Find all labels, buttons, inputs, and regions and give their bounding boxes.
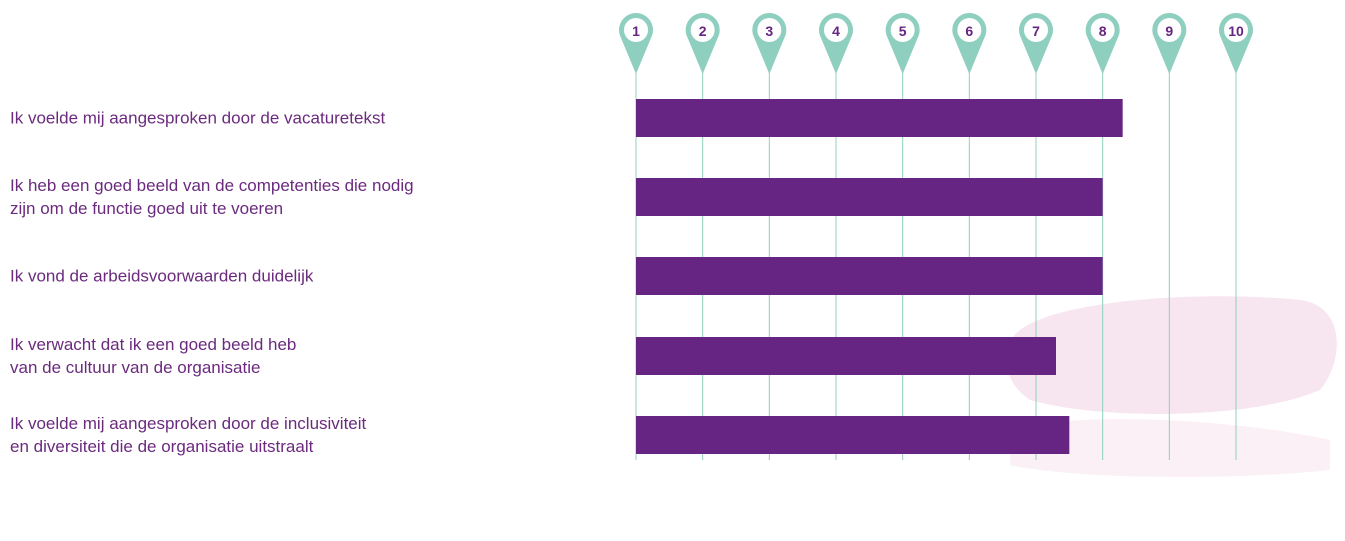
pins: 1 2 3 4 5 6 7 8 9 10 <box>619 12 1254 74</box>
pin-center <box>890 18 915 42</box>
pin-center <box>1090 18 1115 42</box>
x-tick-label: 1 <box>632 23 640 39</box>
category-label: Ik voelde mij aangesproken door de inclu… <box>10 414 367 456</box>
bars <box>636 99 1123 454</box>
x-tick-label: 10 <box>1228 23 1244 39</box>
bar <box>636 416 1070 454</box>
pin-center <box>690 18 715 42</box>
bar <box>636 99 1123 137</box>
x-tick-label: 8 <box>1099 23 1107 39</box>
x-tick-label: 2 <box>699 23 707 39</box>
bar <box>636 257 1103 295</box>
pin-center <box>1224 18 1248 42</box>
pin-center <box>757 18 782 42</box>
pin-center <box>824 18 848 42</box>
x-tick-label: 5 <box>899 23 907 39</box>
decoration <box>1010 419 1330 477</box>
category-label: Ik voelde mij aangesproken door de vacat… <box>10 108 386 128</box>
bar <box>636 337 1056 375</box>
category-label: Ik verwacht dat ik een goed beeld heb va… <box>10 335 297 377</box>
category-label: Ik vond de arbeidsvoorwaarden duidelijk <box>10 266 314 286</box>
x-tick-label: 3 <box>765 23 773 39</box>
x-tick-label: 7 <box>1032 23 1040 39</box>
decoration <box>1006 296 1337 414</box>
x-tick-label: 4 <box>832 23 840 39</box>
pin-center <box>1024 18 1048 42</box>
pin-center <box>624 18 648 42</box>
bar <box>636 178 1103 216</box>
category-label: Ik heb een goed beeld van de competentie… <box>10 176 414 218</box>
x-tick-label: 9 <box>1165 23 1173 39</box>
pin-center <box>1157 18 1182 42</box>
x-tick-label: 6 <box>965 23 973 39</box>
pin-center <box>957 18 982 42</box>
